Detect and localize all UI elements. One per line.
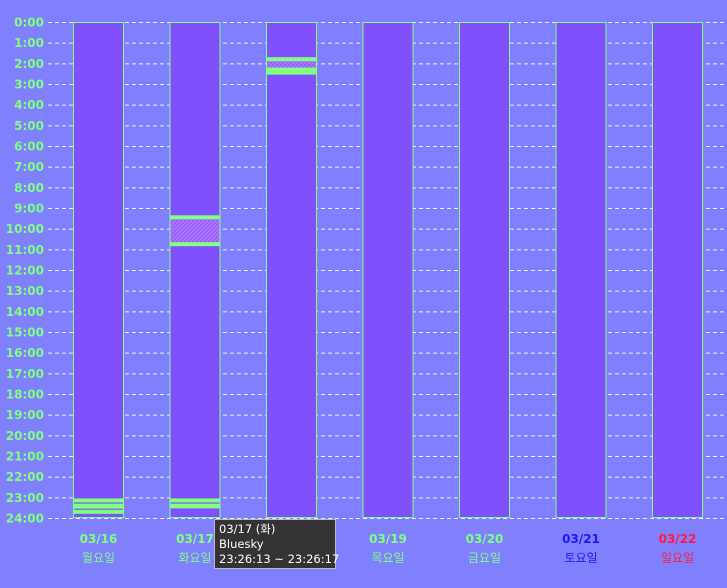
weekday-label: 월요일 — [82, 551, 115, 565]
date-label: 03/17 — [176, 532, 214, 546]
day-column — [266, 22, 317, 518]
session-block — [170, 217, 220, 245]
y-tick-label: 23:00 — [6, 491, 44, 505]
y-tick-label: 16:00 — [6, 346, 44, 360]
session-start-bar — [170, 215, 220, 220]
day-column — [652, 22, 703, 518]
y-tick-label: 7:00 — [14, 160, 44, 174]
date-label: 03/16 — [80, 532, 118, 546]
date-label: 03/20 — [466, 532, 504, 546]
y-tick-label: 9:00 — [14, 202, 44, 216]
weekday-label: 일요일 — [661, 551, 694, 565]
y-tick-label: 17:00 — [6, 367, 44, 381]
session-tooltip: 03/17 (화) Bluesky 23:26:13 ~ 23:26:17 — [214, 519, 340, 569]
tooltip-range: 23:26:13 ~ 23:26:17 — [219, 552, 340, 566]
y-tick-label: 3:00 — [14, 78, 44, 92]
y-tick-label: 4:00 — [14, 98, 44, 112]
y-tick-label: 22:00 — [6, 470, 44, 484]
weekday-label: 목요일 — [371, 551, 404, 565]
date-label: 03/19 — [369, 532, 407, 546]
y-tick-label: 5:00 — [14, 119, 44, 133]
y-tick-label: 12:00 — [6, 264, 44, 278]
y-tick-label: 13:00 — [6, 284, 44, 298]
session-start-bar — [267, 57, 316, 62]
weekday-label: 토요일 — [564, 551, 597, 565]
y-tick-label: 10:00 — [6, 222, 44, 236]
day-column — [169, 22, 221, 518]
y-tick-label: 11:00 — [6, 243, 44, 257]
session-end-bar — [267, 67, 316, 72]
session-start-bar — [74, 498, 123, 503]
weekday-label: 금요일 — [468, 551, 501, 565]
session-block — [267, 59, 316, 70]
session-end-bar — [170, 242, 220, 247]
y-tick-label: 14:00 — [6, 305, 44, 319]
date-label: 03/21 — [562, 532, 600, 546]
y-tick-label: 1:00 — [14, 36, 44, 50]
y-tick-label: 20:00 — [6, 429, 44, 443]
session-end-bar — [74, 509, 123, 514]
day-column — [362, 22, 414, 518]
weekday-label: 화요일 — [178, 551, 211, 565]
day-column — [73, 22, 124, 518]
y-tick-label: 0:00 — [14, 16, 44, 30]
session-start-bar — [170, 504, 220, 509]
y-tick-label: 21:00 — [6, 450, 44, 464]
day-column — [459, 22, 510, 518]
y-tick-label: 19:00 — [6, 408, 44, 422]
tooltip-title: 03/17 (화) — [219, 522, 276, 536]
session-start-bar — [74, 504, 123, 509]
tooltip-name: Bluesky — [219, 537, 264, 551]
session-start-bar — [170, 498, 220, 503]
y-tick-label: 8:00 — [14, 181, 44, 195]
date-label: 03/22 — [659, 532, 697, 546]
y-tick-label: 15:00 — [6, 326, 44, 340]
y-tick-label: 6:00 — [14, 140, 44, 154]
session-start-bar — [267, 70, 316, 75]
y-tick-label: 18:00 — [6, 388, 44, 402]
y-tick-label: 24:00 — [6, 512, 44, 526]
day-column — [555, 22, 607, 518]
y-tick-label: 2:00 — [14, 57, 44, 71]
